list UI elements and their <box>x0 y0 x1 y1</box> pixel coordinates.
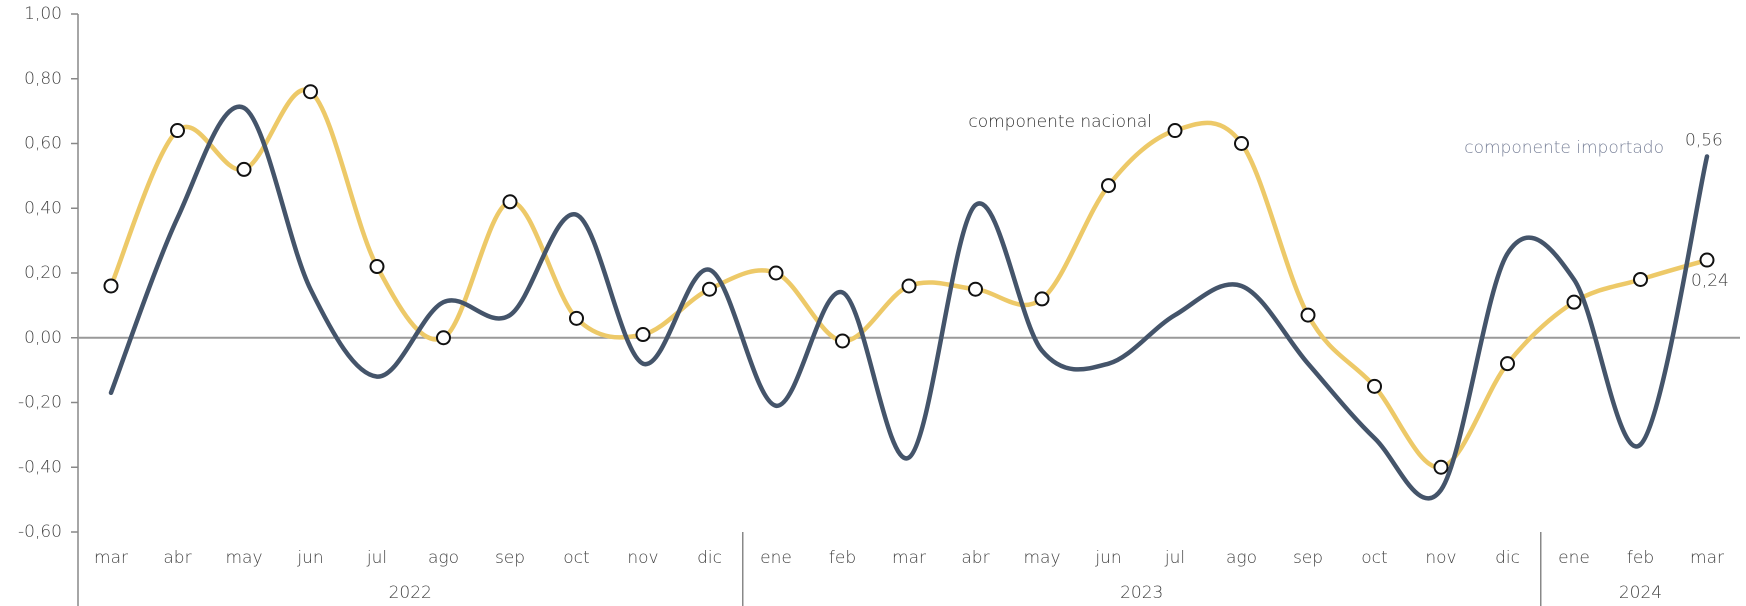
x-tick-label: ago <box>1226 548 1257 568</box>
x-tick-label: oct <box>563 548 589 568</box>
x-tick-label: sep <box>1293 548 1323 568</box>
point-marker <box>569 310 584 326</box>
y-tick-label: 1,00 <box>24 4 62 24</box>
x-tick-label: oct <box>1361 548 1387 568</box>
point-marker <box>436 330 451 346</box>
x-tick-label: mar <box>1690 548 1724 568</box>
point-marker <box>1034 291 1050 307</box>
x-tick-label: jun <box>1094 548 1121 568</box>
point-marker <box>1433 459 1449 475</box>
point-marker <box>502 194 518 210</box>
series-line <box>108 104 1710 501</box>
y-tick-label: 0,40 <box>24 198 62 218</box>
point-marker <box>635 327 651 343</box>
point-marker <box>1699 252 1715 268</box>
x-tick-label: sep <box>495 548 525 568</box>
x-tick-label: nov <box>1425 548 1456 568</box>
y-tick-label: 0,60 <box>24 134 62 154</box>
point-marker <box>1167 123 1183 139</box>
x-tick-label: jul <box>366 548 387 568</box>
series-line <box>108 87 1710 470</box>
group-label: 2023 <box>1120 583 1163 603</box>
x-tick-label: abr <box>961 548 989 568</box>
x-tick-label: may <box>225 548 262 568</box>
x-tick-label: ene <box>760 548 792 568</box>
point-marker <box>1367 378 1382 394</box>
y-tick-label: -0,20 <box>18 393 62 413</box>
x-tick-label: mar <box>892 548 926 568</box>
point-marker <box>1234 136 1249 151</box>
x-tick-label: feb <box>829 548 856 568</box>
x-tick-label: dic <box>1495 548 1520 568</box>
x-tick-label: mar <box>94 548 128 568</box>
x-tick-label: abr <box>163 548 191 568</box>
point-marker <box>236 161 252 177</box>
point-marker <box>369 259 385 275</box>
x-tick-label: ene <box>1558 548 1590 568</box>
point-marker <box>1500 356 1515 372</box>
point-marker <box>901 278 917 294</box>
y-tick-label: -0,60 <box>18 522 62 542</box>
group-label: 2024 <box>1619 583 1662 603</box>
x-tick-label: jun <box>296 548 323 568</box>
x-tick-label: dic <box>697 548 722 568</box>
x-tick-label: ago <box>428 548 459 568</box>
point-marker <box>1101 178 1116 194</box>
series-label: componente nacional <box>968 112 1152 132</box>
point-marker <box>968 281 983 297</box>
y-tick-label: -0,40 <box>18 457 62 477</box>
y-tick-label: 0,80 <box>24 69 62 89</box>
x-tick-label: jul <box>1164 548 1185 568</box>
group-label: 2022 <box>389 583 432 603</box>
y-tick-label: 0,00 <box>24 328 62 348</box>
point-marker <box>835 333 850 349</box>
value-label: 0,24 <box>1691 271 1729 291</box>
value-label: 0,56 <box>1685 130 1723 150</box>
point-marker <box>103 278 119 294</box>
point-marker <box>170 123 185 139</box>
point-marker <box>1300 307 1316 323</box>
series-label: componente importado <box>1464 138 1664 158</box>
x-tick-label: may <box>1023 548 1060 568</box>
x-tick-label: nov <box>627 548 658 568</box>
y-tick-label: 0,20 <box>24 263 62 283</box>
point-marker <box>768 265 784 281</box>
x-tick-label: feb <box>1627 548 1654 568</box>
point-marker <box>1566 294 1582 310</box>
point-marker <box>702 281 717 297</box>
point-marker <box>303 84 318 100</box>
point-marker <box>1633 271 1648 287</box>
